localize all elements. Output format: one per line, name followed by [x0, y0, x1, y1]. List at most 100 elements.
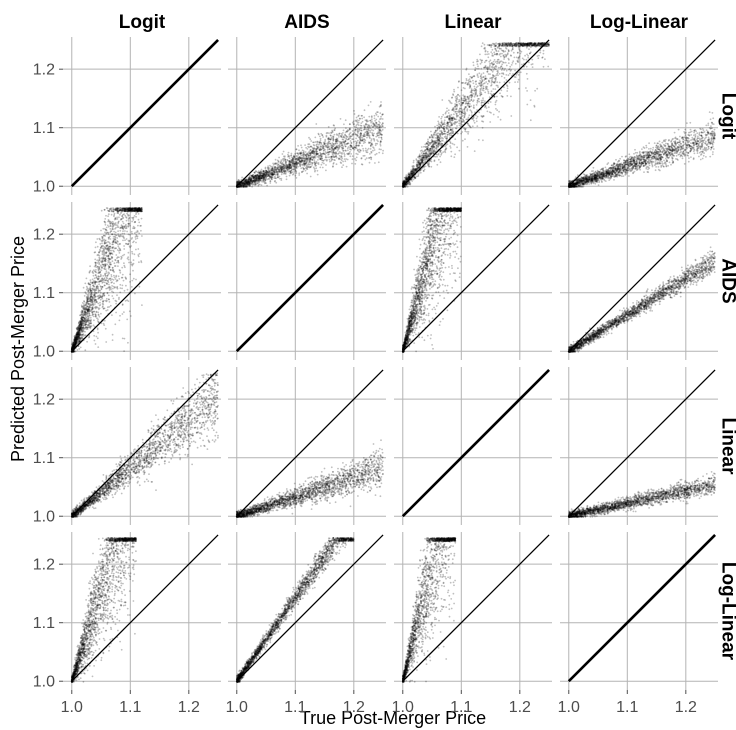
- data-point: [309, 175, 312, 178]
- data-point: [309, 160, 311, 163]
- data-point: [478, 82, 480, 85]
- data-point: [363, 154, 366, 157]
- data-point: [429, 147, 432, 150]
- data-point: [313, 144, 316, 147]
- data-point: [455, 108, 458, 111]
- data-point: [277, 170, 279, 173]
- data-point: [252, 175, 254, 178]
- data-point: [291, 164, 294, 166]
- data-point: [517, 43, 520, 45]
- data-point: [491, 80, 494, 83]
- data-point: [333, 133, 336, 136]
- data-point: [367, 132, 370, 134]
- data-point: [467, 116, 470, 119]
- data-point: [251, 177, 254, 179]
- data-point: [293, 165, 296, 168]
- data-point: [331, 142, 334, 144]
- data-point: [438, 144, 441, 147]
- data-point: [301, 160, 303, 163]
- data-point: [259, 174, 262, 177]
- data-point: [463, 110, 466, 112]
- data-point: [269, 164, 271, 167]
- data-point: [517, 45, 520, 48]
- data-point: [430, 165, 433, 168]
- data-point: [372, 149, 374, 152]
- data-point: [252, 177, 255, 180]
- data-point: [314, 155, 317, 157]
- data-point: [434, 131, 437, 134]
- data-point: [291, 173, 294, 176]
- data-point: [405, 175, 407, 178]
- data-point: [511, 48, 514, 51]
- data-point: [472, 79, 474, 82]
- data-point: [270, 169, 273, 172]
- data-point: [431, 146, 434, 149]
- data-point: [507, 49, 510, 51]
- data-point: [376, 134, 379, 137]
- data-point: [298, 174, 301, 176]
- data-point: [472, 82, 475, 85]
- data-point: [422, 152, 425, 155]
- data-point: [477, 65, 479, 68]
- data-point: [464, 99, 466, 102]
- data-point: [316, 147, 319, 150]
- data-point: [506, 85, 509, 88]
- data-point: [317, 162, 320, 164]
- data-point: [486, 53, 488, 56]
- data-point: [495, 68, 497, 71]
- data-point: [284, 162, 287, 165]
- data-point: [256, 180, 258, 182]
- data-point: [475, 104, 478, 106]
- data-point: [369, 129, 372, 132]
- data-point: [253, 177, 256, 180]
- data-point: [482, 72, 485, 74]
- data-point: [322, 147, 324, 150]
- data-point: [236, 185, 239, 188]
- data-point: [464, 82, 467, 85]
- data-point: [368, 142, 370, 145]
- data-point: [310, 150, 313, 153]
- data-point: [473, 150, 476, 153]
- data-point: [295, 177, 298, 179]
- data-point: [282, 155, 285, 158]
- data-point: [438, 133, 441, 136]
- data-point: [241, 184, 244, 186]
- data-point: [347, 142, 350, 145]
- data-point: [289, 164, 292, 166]
- data-point: [525, 65, 528, 68]
- identity-reference-line: [70, 39, 219, 188]
- data-point: [661, 141, 664, 144]
- data-point: [534, 89, 536, 92]
- data-point: [469, 81, 472, 83]
- data-point: [505, 55, 507, 58]
- data-point: [364, 147, 367, 150]
- data-point: [472, 92, 475, 95]
- data-point: [364, 131, 367, 134]
- data-point: [460, 97, 463, 100]
- data-point: [303, 160, 306, 163]
- data-point: [545, 45, 548, 48]
- data-point: [509, 65, 512, 68]
- data-point: [452, 108, 455, 110]
- data-point: [336, 145, 338, 148]
- data-point: [406, 185, 409, 188]
- data-point: [290, 155, 292, 157]
- data-point: [258, 175, 260, 178]
- data-point: [378, 136, 380, 139]
- data-point: [281, 153, 284, 155]
- data-point: [297, 145, 299, 147]
- data-point: [486, 50, 489, 53]
- data-point: [263, 170, 265, 173]
- data-point: [372, 122, 375, 125]
- data-point: [458, 119, 460, 121]
- data-point: [338, 150, 341, 153]
- data-point: [256, 174, 259, 177]
- data-point: [641, 148, 643, 151]
- data-point: [447, 109, 450, 112]
- data-point: [449, 141, 452, 143]
- data-point: [255, 174, 258, 177]
- data-point: [498, 81, 501, 84]
- data-point: [284, 164, 286, 167]
- data-point: [415, 158, 418, 161]
- data-point: [444, 145, 447, 148]
